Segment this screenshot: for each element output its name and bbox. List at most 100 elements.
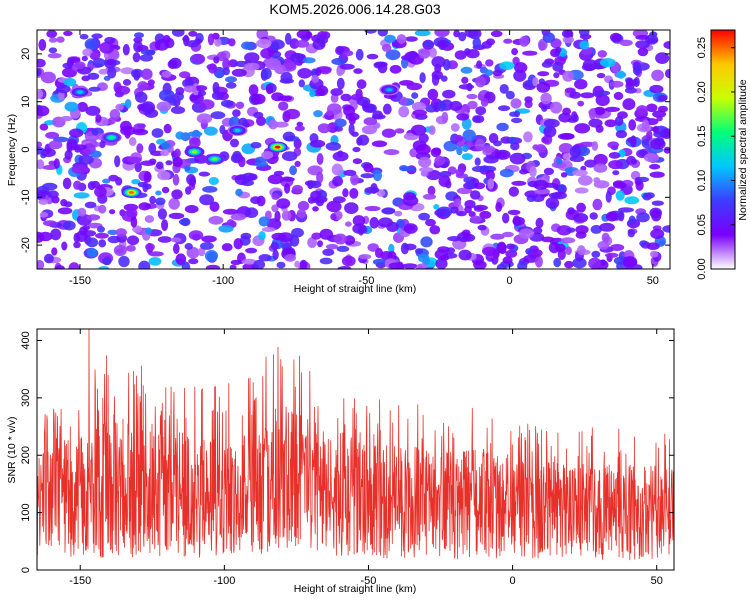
heatmap-cell — [461, 76, 469, 84]
heatmap-cell — [37, 231, 45, 243]
heatmap-cell — [107, 66, 117, 79]
heatmap-cell — [154, 39, 170, 51]
heatmap-cell — [131, 179, 141, 185]
snr-y-ticks: 400 300 200 100 0 — [20, 331, 674, 573]
heatmap-cell — [394, 210, 403, 217]
heatmap-cell — [512, 216, 525, 226]
heatmap-cell — [155, 190, 162, 196]
heatmap-cell — [610, 244, 625, 251]
heatmap-cell — [415, 248, 423, 255]
heatmap-cell — [402, 195, 419, 207]
heatmap-cell — [593, 153, 608, 166]
heatmap-cell — [185, 186, 192, 195]
heatmap-cell — [460, 66, 473, 74]
heatmap-cell — [113, 244, 127, 257]
heatmap-cell — [414, 30, 431, 37]
heatmap-cell — [160, 149, 170, 157]
heatmap-cell — [647, 37, 659, 44]
heatmap-y-tick-label: -10 — [20, 189, 32, 205]
heatmap-cell — [335, 45, 345, 56]
heatmap-cell — [114, 155, 121, 168]
heatmap-cell — [73, 232, 81, 243]
heatmap-cell — [256, 116, 266, 127]
heatmap-cell — [82, 225, 90, 231]
heatmap-cell — [54, 265, 65, 269]
heatmap-cell — [297, 68, 312, 79]
heatmap-cell — [572, 257, 587, 269]
heatmap-cell — [535, 144, 547, 153]
heatmap-cell — [186, 174, 196, 185]
heatmap-cell — [496, 263, 507, 269]
heatmap-cell — [464, 199, 476, 209]
snr-y-tick-label: 400 — [20, 331, 32, 349]
heatmap-cell — [37, 146, 45, 155]
heatmap-cell — [268, 119, 278, 130]
heatmap-cell — [498, 245, 507, 255]
heatmap-cell — [466, 179, 475, 189]
heatmap-cell — [466, 93, 478, 100]
heatmap-cell — [517, 260, 528, 269]
heatmap-cell — [48, 140, 63, 150]
heatmap-cell — [475, 76, 486, 88]
heatmap-cell — [222, 58, 231, 71]
snr-y-tick-label: 300 — [20, 389, 32, 407]
heatmap-hotspot — [274, 145, 281, 149]
heatmap-cell — [92, 57, 106, 68]
heatmap-cell — [326, 200, 342, 213]
heatmap-cell — [367, 243, 379, 252]
heatmap-cell — [69, 128, 84, 138]
heatmap-cell — [543, 167, 555, 176]
heatmap-cell — [284, 108, 301, 120]
heatmap-cell — [296, 121, 304, 127]
heatmap-cell — [502, 212, 510, 224]
snr-x-tick-label: -50 — [361, 575, 377, 587]
heatmap-cell — [440, 75, 448, 82]
colorbar-gradient — [711, 30, 735, 269]
heatmap-cell — [228, 59, 239, 68]
heatmap-cell — [485, 59, 494, 67]
heatmap-cell — [639, 240, 648, 247]
heatmap-cell — [384, 34, 396, 43]
heatmap-cell — [190, 94, 199, 102]
heatmap-cell — [126, 156, 142, 164]
heatmap-cell — [310, 190, 322, 201]
heatmap-cell — [352, 146, 361, 153]
heatmap-cell — [402, 263, 418, 269]
heatmap-cell — [456, 145, 463, 156]
heatmap-cell — [42, 165, 58, 170]
heatmap-cell — [484, 69, 494, 76]
heatmap-cell — [313, 110, 323, 118]
heatmap-cell — [651, 200, 664, 206]
heatmap-cell — [502, 256, 513, 265]
heatmap-cell — [610, 32, 622, 43]
snr-panel: -150 -100 -50 0 50 400 300 200 100 0 Height of s… — [6, 328, 675, 595]
heatmap-cell — [490, 30, 503, 37]
heatmap-cell — [552, 61, 564, 72]
heatmap-cell — [562, 36, 574, 44]
heatmap-cell — [317, 31, 328, 39]
heatmap-cell — [183, 85, 197, 93]
heatmap-cell — [657, 94, 668, 102]
heatmap-cell — [442, 89, 456, 99]
heatmap-x-label: Height of straight line (km) — [294, 283, 417, 295]
heatmap-cell — [133, 69, 141, 81]
colorbar-tick-label: 0.20 — [696, 81, 708, 102]
heatmap-cell — [220, 99, 234, 108]
heatmap-cell — [188, 230, 204, 241]
heatmap-cell — [340, 93, 352, 102]
heatmap-cell — [221, 243, 233, 252]
heatmap-cell — [573, 213, 589, 223]
heatmap-cell — [296, 208, 306, 219]
heatmap-cell — [655, 52, 670, 64]
heatmap-cell — [431, 73, 440, 86]
heatmap-cell — [161, 70, 172, 78]
heatmap-cell — [557, 184, 566, 193]
colorbar-tick-label: 0.00 — [696, 258, 708, 279]
heatmap-cell — [289, 165, 297, 176]
heatmap-cell — [332, 151, 349, 162]
heatmap-cell — [580, 92, 595, 99]
heatmap-cells — [37, 30, 670, 269]
heatmap-cell — [234, 174, 250, 186]
heatmap-cell — [102, 257, 112, 266]
